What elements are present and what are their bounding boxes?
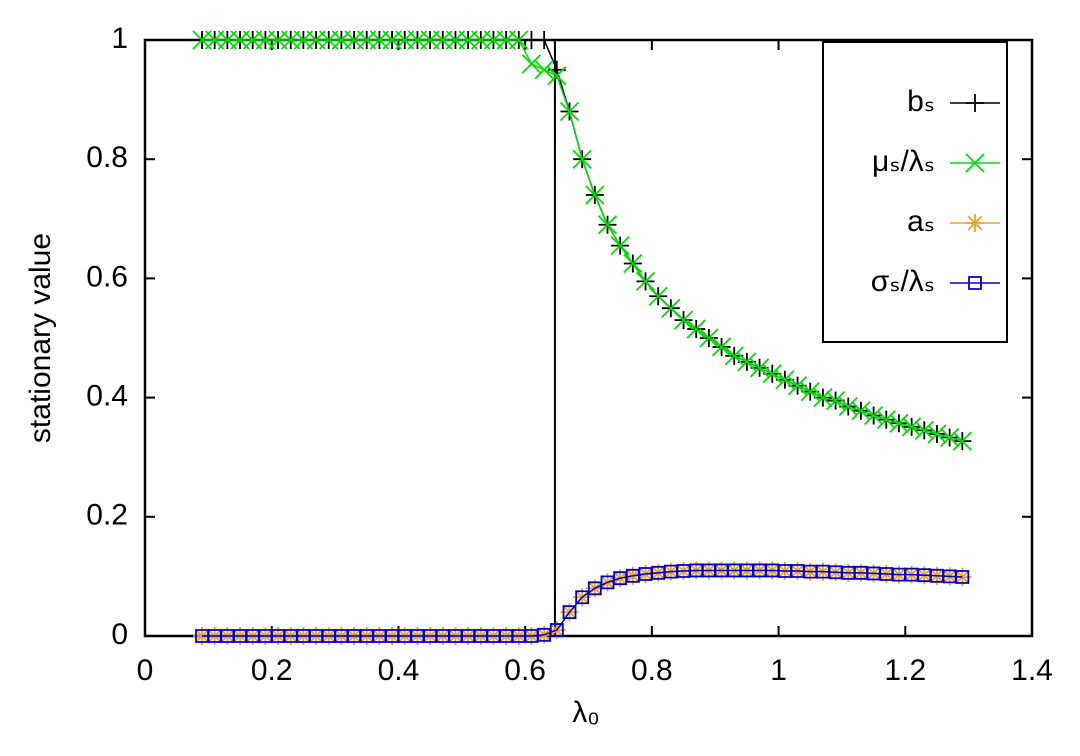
y-tick-label: 0.2 <box>86 499 128 532</box>
data-point <box>623 253 643 274</box>
x-tick-label: 1 <box>770 654 787 687</box>
data-point <box>600 575 615 590</box>
data-point <box>838 396 858 417</box>
data-point <box>524 629 539 643</box>
data-point <box>635 271 656 292</box>
data-point <box>749 358 770 378</box>
x-tick-label: 0 <box>137 654 154 687</box>
x-tick-label: 0.8 <box>631 654 673 687</box>
data-point <box>800 382 820 402</box>
data-point <box>952 431 972 451</box>
x-tick-label: 0.2 <box>251 654 293 687</box>
y-tick-label: 0.6 <box>86 260 128 293</box>
x-axis-label: λ₀ <box>572 696 599 729</box>
data-point <box>537 627 552 642</box>
data-point <box>711 337 732 357</box>
data-point <box>509 30 529 50</box>
data-point <box>939 427 960 448</box>
data-point <box>549 623 564 637</box>
data-point <box>737 352 757 372</box>
legend-marker <box>966 214 984 232</box>
data-point <box>193 627 212 645</box>
data-point <box>699 328 719 348</box>
data-point <box>638 567 653 581</box>
x-tick-label: 1.2 <box>884 654 926 687</box>
x-tick-label: 0.6 <box>504 654 546 687</box>
legend-label: σₛ/λₛ <box>871 265 935 298</box>
legend-marker <box>968 276 982 290</box>
data-point <box>610 235 630 256</box>
data-point <box>955 570 970 584</box>
legend-marker <box>965 153 985 173</box>
data-point <box>585 185 605 205</box>
x-tick-label: 0.4 <box>378 654 420 687</box>
legend-label: bₛ <box>907 85 935 118</box>
legend-box <box>822 41 1008 343</box>
data-point <box>889 413 909 433</box>
data-point <box>535 31 554 49</box>
data-point <box>724 346 744 366</box>
data-point <box>813 387 833 408</box>
data-point <box>762 364 782 384</box>
data-point <box>559 101 580 122</box>
data-point <box>625 568 640 583</box>
data-point <box>572 149 592 169</box>
data-point <box>673 310 694 330</box>
y-tick-label: 1 <box>111 22 128 55</box>
plot-frame <box>143 38 1034 638</box>
data-point <box>562 605 577 620</box>
data-point <box>775 370 795 390</box>
y-axis-label: stationary value <box>24 233 57 443</box>
data-point <box>547 66 567 86</box>
data-point <box>863 405 884 426</box>
y-tick-label: 0 <box>111 618 128 651</box>
data-point <box>876 410 896 430</box>
data-point <box>575 590 590 605</box>
data-point <box>914 420 934 441</box>
y-tick-label: 0.8 <box>86 141 128 174</box>
data-point <box>613 571 628 586</box>
data-point <box>651 565 666 580</box>
data-point <box>587 581 602 596</box>
data-point <box>851 401 871 421</box>
series-line <box>202 569 963 637</box>
y-tick-label: 0.4 <box>86 380 128 413</box>
legend-label: μₛ/λₛ <box>872 145 935 178</box>
data-point <box>787 376 808 396</box>
legend-label: aₛ <box>907 205 935 238</box>
data-point <box>901 417 922 437</box>
data-point <box>686 319 706 339</box>
data-point <box>521 54 542 74</box>
legend-marker <box>966 94 984 112</box>
data-point <box>597 215 618 235</box>
data-point <box>927 424 947 444</box>
data-point <box>825 390 846 411</box>
x-tick-label: 1.4 <box>1011 654 1053 687</box>
data-point <box>534 60 554 80</box>
